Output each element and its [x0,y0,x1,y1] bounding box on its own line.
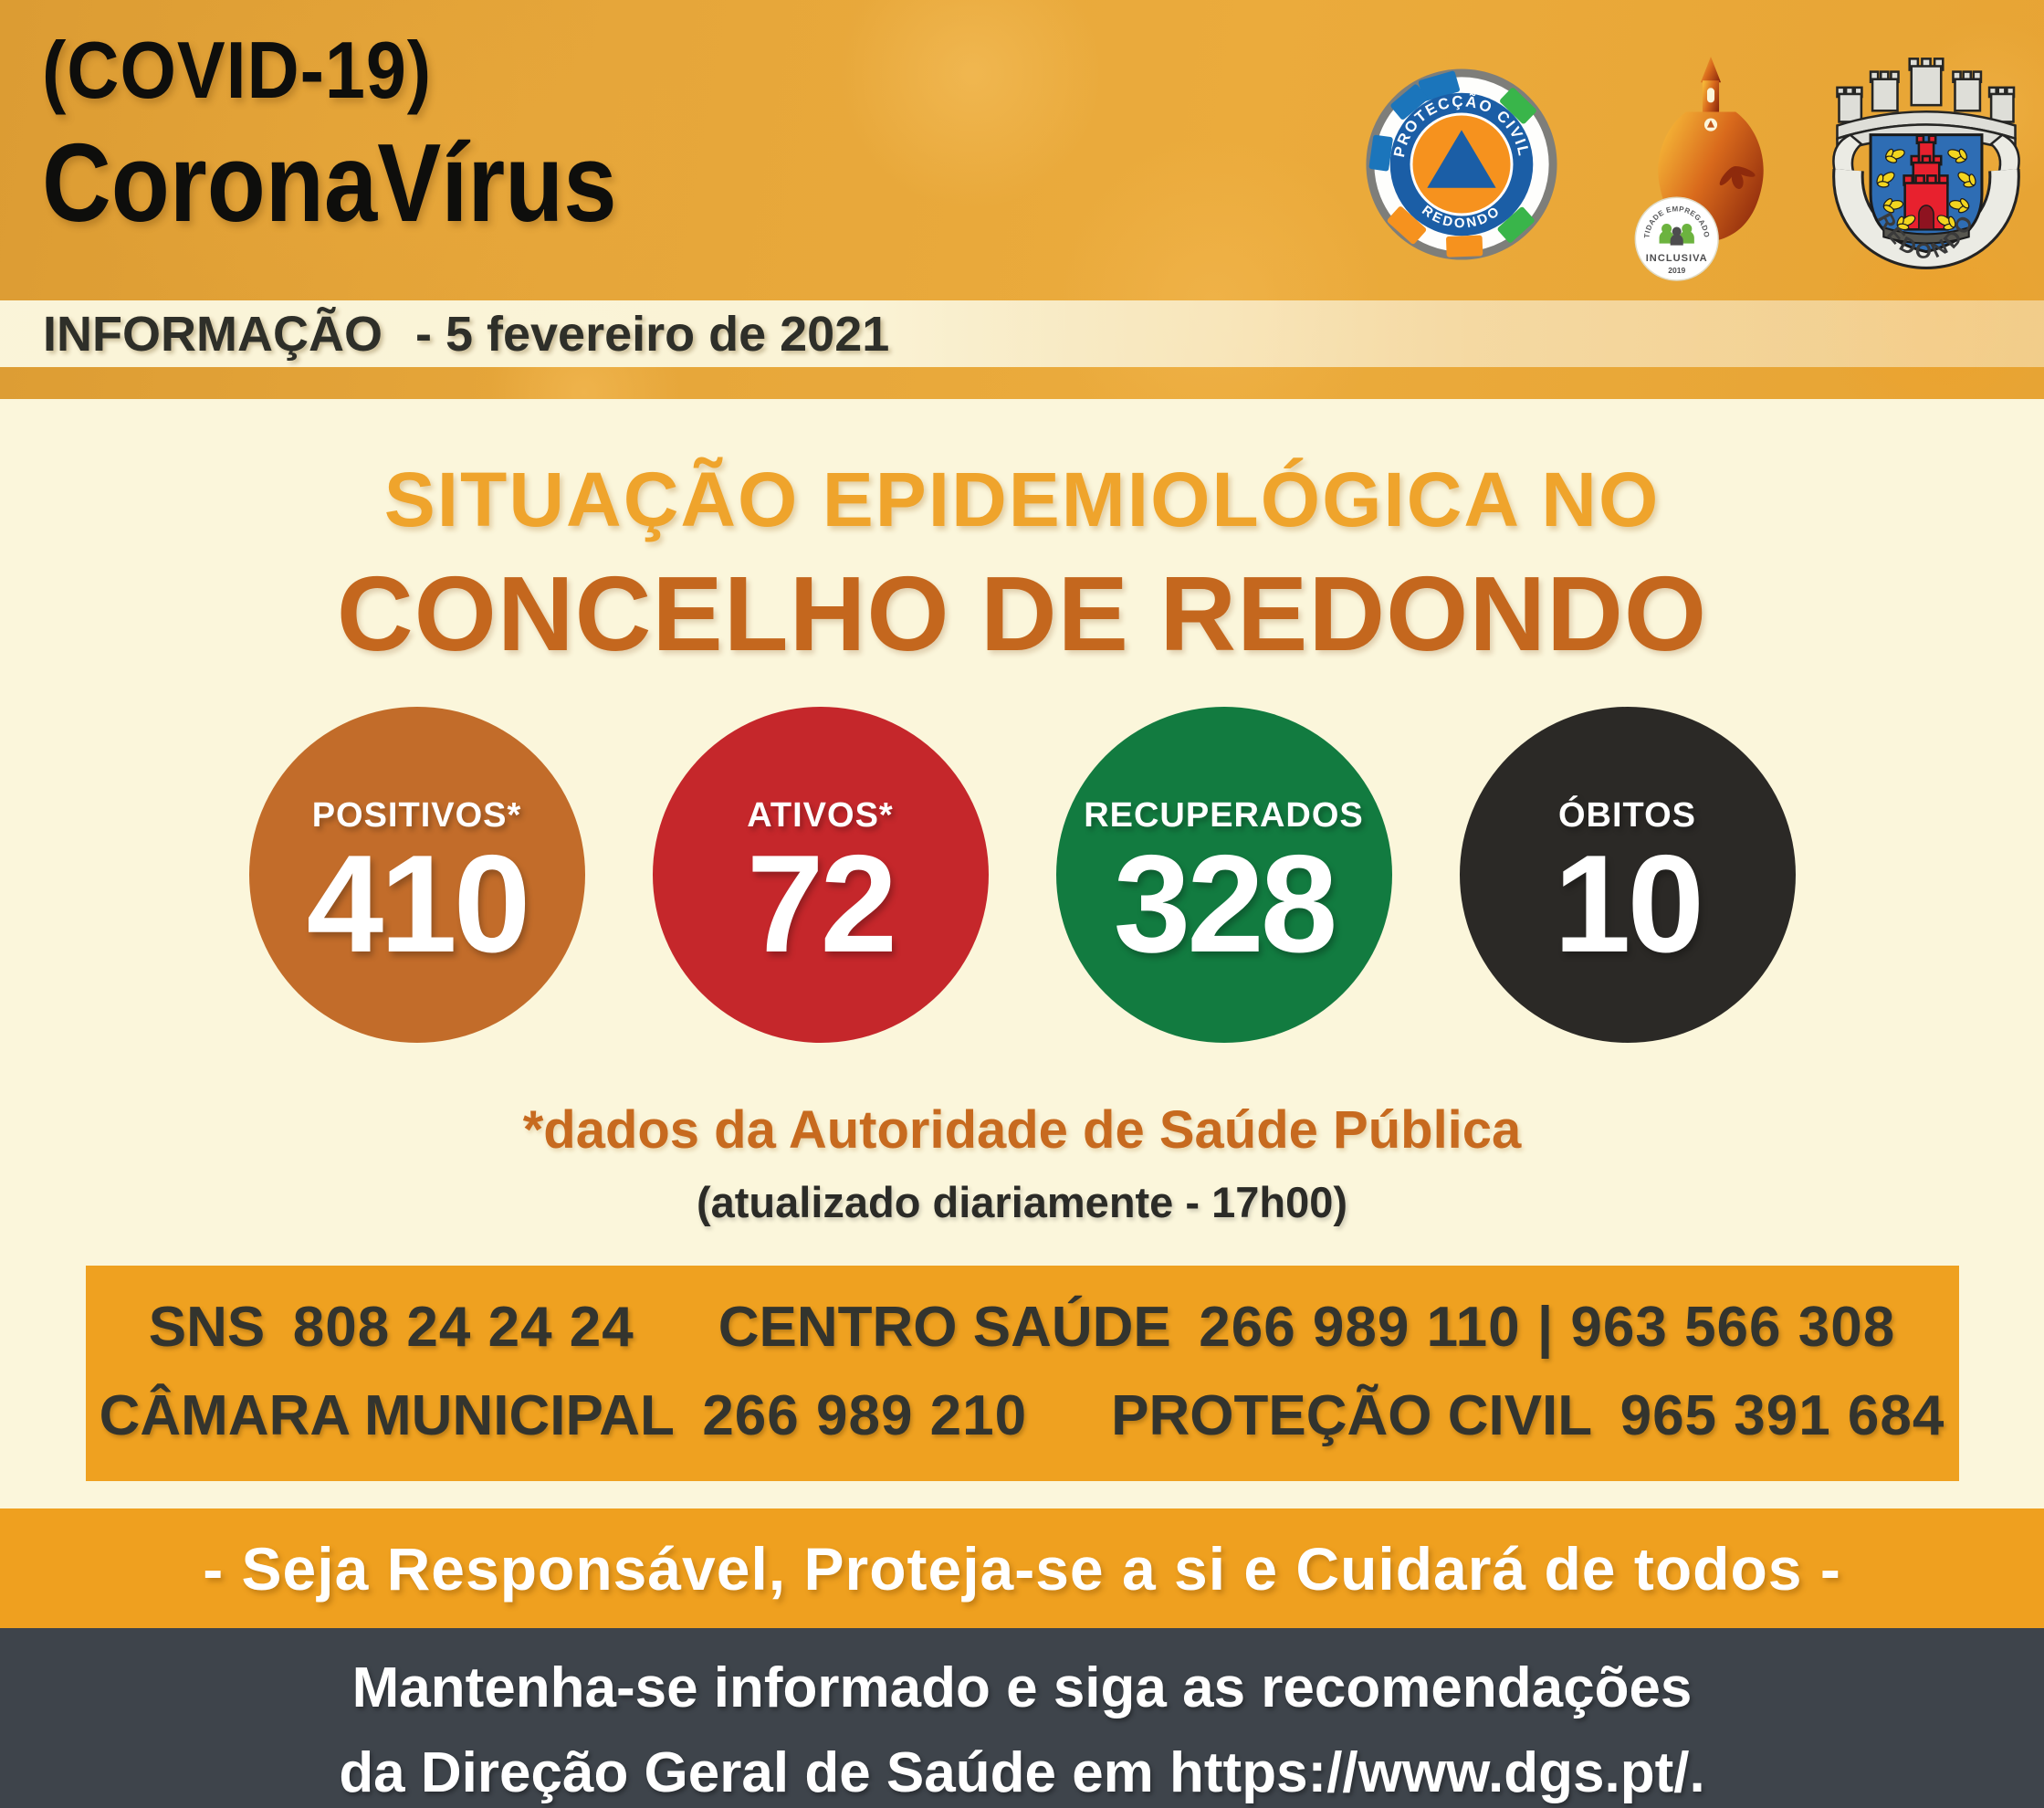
stat-label: POSITIVOS* [311,795,522,835]
poster-title: CoronaVírus [42,121,617,245]
info-label: INFORMAÇÃO [43,306,383,362]
footer: Mantenha-se informado e siga as recomend… [0,1628,2044,1808]
contact-phone: 808 24 24 24 [292,1295,634,1359]
stat-positivos: POSITIVOS* 410 [248,706,585,1043]
main-section: SITUAÇÃO EPIDEMIOLÓGICA NO CONCELHO DE R… [0,399,2044,1508]
contact-label: PROTEÇÃO CIVIL [1111,1383,1593,1447]
contact-label: CENTRO SAÚDE [718,1295,1171,1359]
shield-ground [1882,226,1970,245]
stat-value: 10 [1553,825,1704,982]
footer-line2: da Direção Geral de Saúde em https://www… [339,1741,1705,1804]
header-titles: (COVID-19) CoronaVírus [42,24,710,247]
stat-obitos: ÓBITOS 10 [1459,706,1796,1043]
stat-value: 328 [1113,825,1338,982]
update-note: (atualizado diariamente - 17h00) [696,1177,1348,1226]
contact-phone: 965 391 684 [1619,1383,1945,1447]
stat-ativos: ATIVOS* 72 [652,706,989,1043]
contact-centro-saude: CENTRO SAÚDE 266 989 110 | 963 566 308 [718,1295,1895,1360]
info-bar: INFORMAÇÃO - 5 fevereiro de 2021 [0,300,2044,367]
tower-window [1706,88,1715,103]
contact-row: SNS 808 24 24 24 CENTRO SAÚDE 266 989 11… [86,1295,1959,1360]
contact-phone: 266 989 210 [702,1383,1028,1447]
inclusiva-name: INCLUSIVA [1646,253,1708,264]
pc-ring-segments [1368,70,1536,258]
stat-label: ATIVOS* [747,795,894,835]
tower-door [1918,205,1934,231]
section-title-line1: SITUAÇÃO EPIDEMIOLÓGICA NO [383,457,1661,542]
ribbon-curls [1832,133,2020,175]
contact-phone: 266 989 110 | 963 566 308 [1199,1295,1896,1359]
stats-row: POSITIVOS* 410 ATIVOS* 72 RECUPERADOS 32… [0,706,2044,1043]
pc-triangle-icon [1427,130,1496,188]
stat-label: RECUPERADOS [1084,795,1364,835]
footer-line1: Mantenha-se informado e siga as recomend… [351,1656,1693,1719]
contact-label: CÂMARA MUNICIPAL [99,1383,675,1447]
inclusiva-year: 2019 [1668,266,1685,275]
section-title-line2: CONCELHO DE REDONDO [336,554,1708,673]
mural-crown [1836,58,2017,153]
stat-value: 410 [306,825,531,982]
ribbon [1835,169,2018,267]
info-date: - 5 fevereiro de 2021 [414,306,890,362]
header: (COVID-19) CoronaVírus PROTECÇÃO CIVIL [0,0,2044,399]
source-note: *dados da Autoridade de Saúde Pública [522,1099,1522,1160]
contact-sns: SNS 808 24 24 24 [149,1295,634,1360]
contact-bar: SNS 808 24 24 24 CENTRO SAÚDE 266 989 11… [85,1265,1959,1481]
covid-label: (COVID-19) [42,25,433,115]
stat-value: 72 [746,825,897,982]
people-icon [1659,223,1694,246]
contact-label: SNS [148,1295,266,1359]
stat-label: ÓBITOS [1558,795,1696,835]
redondo-amphora-logo: ENTIDADE EMPREGADORA INCLUSIVA 2019 [1632,57,1764,281]
stat-recuperados: RECUPERADOS 328 [1055,706,1392,1043]
redondo-coat-of-arms: REDONDO [1832,58,2020,269]
contact-row: CÂMARA MUNICIPAL 266 989 210 PROTEÇÃO CI… [86,1383,1959,1448]
slogan-banner: - Seja Responsável, Proteja-se a si e Cu… [0,1508,2044,1628]
protecao-civil-logo: PROTECÇÃO CIVIL REDONDO [1366,68,1557,260]
contact-protecao-civil: PROTEÇÃO CIVIL 965 391 684 [1111,1383,1944,1448]
contact-camara-municipal: CÂMARA MUNICIPAL 266 989 210 [100,1383,1028,1448]
bee-silhouette-icon [1719,166,1756,189]
